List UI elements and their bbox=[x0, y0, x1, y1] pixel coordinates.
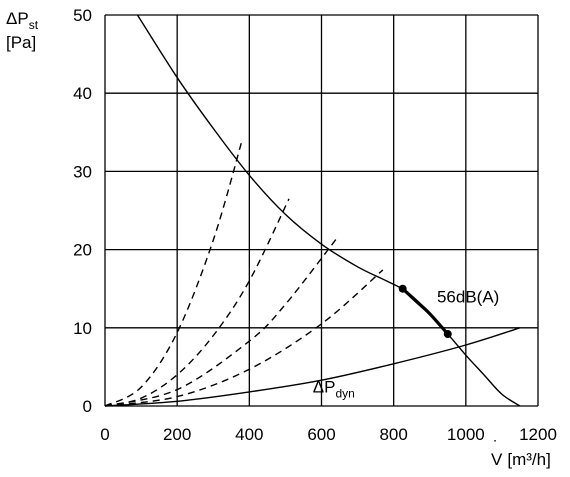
y-axis-symbol: ΔP bbox=[6, 9, 29, 28]
operating-point-marker bbox=[443, 330, 452, 339]
noise-range-segment bbox=[401, 287, 449, 336]
dashed-system-curve bbox=[104, 139, 243, 407]
annotation-dp-dyn-symbol: ΔP bbox=[313, 377, 336, 396]
tick-labels: 0 200 400 600 800 1000 1200 0 10 20 30 40 50 bbox=[73, 6, 557, 444]
x-tick-label: 200 bbox=[163, 425, 191, 444]
x-axis-unit: [m³/h] bbox=[507, 450, 550, 469]
series-group bbox=[104, 14, 521, 407]
annotation-56dba: 56dB(A) bbox=[437, 288, 499, 307]
x-tick-label: 800 bbox=[379, 425, 407, 444]
y-axis-subscript: st bbox=[29, 18, 39, 32]
marker-group bbox=[398, 284, 452, 339]
dashed-system-curve bbox=[104, 269, 384, 407]
x-tick-label: 1200 bbox=[519, 425, 557, 444]
y-tick-label: 40 bbox=[73, 84, 92, 103]
annotation-dp-dyn: ΔPdyn bbox=[313, 377, 355, 400]
x-axis-symbol-dot: ˙ bbox=[493, 437, 499, 456]
x-tick-label: 600 bbox=[307, 425, 335, 444]
y-tick-label: 0 bbox=[83, 397, 92, 416]
dynamic-pressure-curve bbox=[104, 327, 521, 407]
y-axis-label: ΔPst bbox=[6, 9, 39, 32]
grid bbox=[104, 14, 539, 407]
operating-point-marker bbox=[398, 284, 407, 293]
x-tick-label: 0 bbox=[100, 425, 109, 444]
y-tick-label: 50 bbox=[73, 6, 92, 25]
y-tick-label: 30 bbox=[73, 162, 92, 181]
fan-curve bbox=[136, 14, 521, 407]
dashed-system-curve bbox=[104, 239, 337, 407]
y-tick-label: 10 bbox=[73, 319, 92, 338]
x-axis-symbol: V bbox=[491, 450, 503, 469]
x-tick-label: 400 bbox=[235, 425, 263, 444]
dashed-system-curve bbox=[104, 198, 290, 407]
y-tick-label: 20 bbox=[73, 241, 92, 260]
y-axis-unit: [Pa] bbox=[6, 33, 36, 52]
annotation-dp-dyn-subscript: dyn bbox=[336, 386, 355, 400]
x-tick-label: 1000 bbox=[447, 425, 485, 444]
x-axis-label: V [m³/h] bbox=[491, 450, 551, 469]
